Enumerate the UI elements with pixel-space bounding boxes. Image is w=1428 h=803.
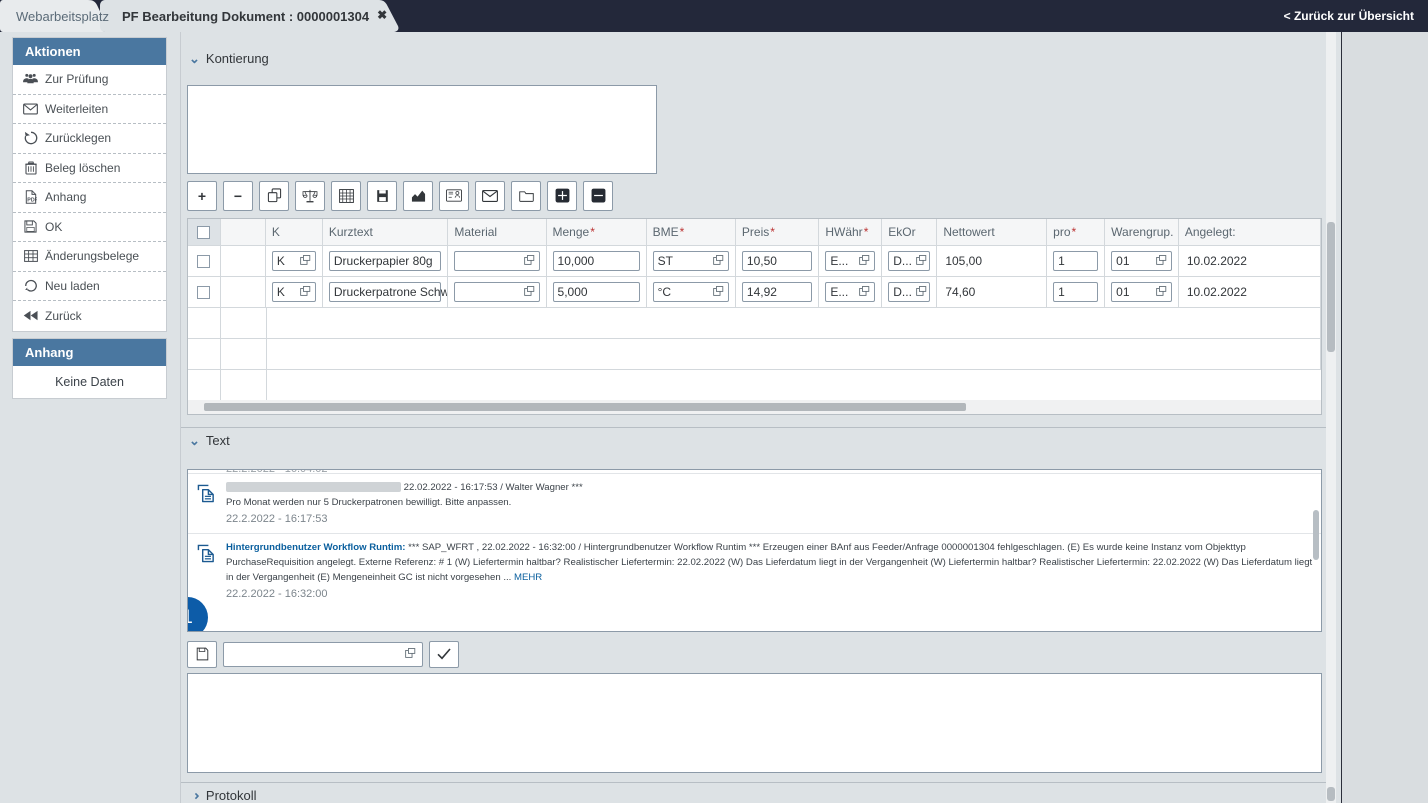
svg-text:PDF: PDF — [27, 198, 37, 204]
